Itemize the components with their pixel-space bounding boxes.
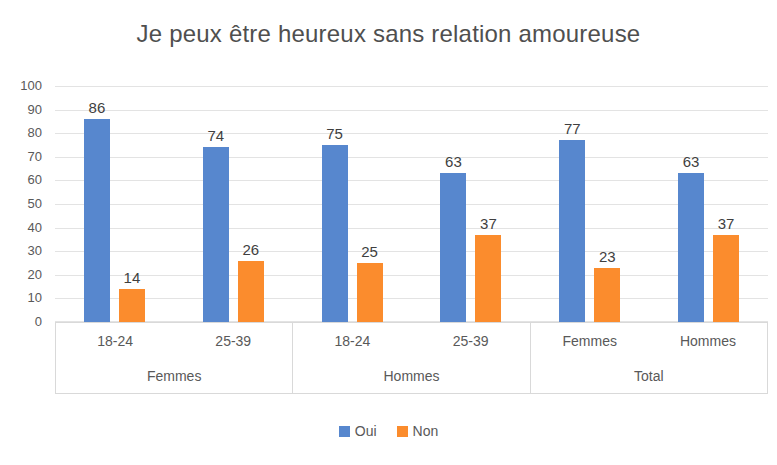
bar-oui <box>322 145 348 322</box>
axis-group-femmes: 18-2425-39 Femmes <box>56 323 293 393</box>
y-axis-tick-label: 10 <box>0 290 42 306</box>
bar-column: 74 <box>203 86 229 322</box>
y-axis-tick-label: 100 <box>0 78 42 94</box>
legend-label: Non <box>413 423 439 439</box>
group-label: Total <box>634 368 664 384</box>
value-label: 63 <box>445 153 462 170</box>
value-label: 25 <box>361 243 378 260</box>
bar-non <box>713 235 739 322</box>
bar-cluster: 77 23 <box>559 86 620 322</box>
value-label: 86 <box>89 99 106 116</box>
category-label: 18-24 <box>56 333 174 349</box>
group-label: Hommes <box>383 368 439 384</box>
y-axis: 1009080706050403020100 <box>0 86 46 322</box>
value-label: 37 <box>480 215 497 232</box>
bar-group-femmes: 86 14 74 26 <box>55 86 293 322</box>
category-label: 18-24 <box>293 333 411 349</box>
group-label: Femmes <box>147 368 201 384</box>
bar-cluster: 86 14 <box>84 86 145 322</box>
subcategory-row: 18-2425-39 <box>293 323 529 358</box>
bar-column: 25 <box>357 86 383 322</box>
chart-canvas: Je peux être heureux sans relation amour… <box>0 0 777 465</box>
bar-non <box>594 268 620 322</box>
legend-label: Oui <box>355 423 377 439</box>
bar-column: 37 <box>713 86 739 322</box>
legend-item: Non <box>397 423 439 439</box>
bar-non <box>357 263 383 322</box>
category-axis: 18-2425-39Femmes18-2425-39HommesFemmesHo… <box>55 322 768 394</box>
value-label: 14 <box>124 269 141 286</box>
bar-groups: 86 14 74 26 75 25 63 37 77 23 63 37 <box>55 86 768 322</box>
y-axis-tick-label: 20 <box>0 267 42 283</box>
group-label-row: Hommes <box>293 358 529 393</box>
y-axis-tick-label: 70 <box>0 149 42 165</box>
bar-cluster: 75 25 <box>322 86 383 322</box>
category-label: Hommes <box>649 333 767 349</box>
subcategory-row: 18-2425-39 <box>56 323 292 358</box>
value-label: 77 <box>564 120 581 137</box>
legend-item: Oui <box>339 423 377 439</box>
value-label: 63 <box>683 153 700 170</box>
value-label: 37 <box>718 215 735 232</box>
bar-oui <box>440 173 466 322</box>
category-label: 25-39 <box>412 333 530 349</box>
bar-group-hommes: 75 25 63 37 <box>293 86 531 322</box>
bar-non <box>475 235 501 322</box>
category-label: 25-39 <box>174 333 292 349</box>
y-axis-tick-label: 90 <box>0 102 42 118</box>
group-label-row: Total <box>531 358 767 393</box>
bar-oui <box>203 147 229 322</box>
bar-column: 86 <box>84 86 110 322</box>
bar-cluster: 63 37 <box>440 86 501 322</box>
bar-group-total: 77 23 63 37 <box>530 86 768 322</box>
bar-column: 77 <box>559 86 585 322</box>
bar-column: 14 <box>119 86 145 322</box>
legend-swatch-oui <box>339 426 350 437</box>
bar-oui <box>559 140 585 322</box>
bar-cluster: 63 37 <box>678 86 739 322</box>
subcategory-row: FemmesHommes <box>531 323 767 358</box>
bar-column: 63 <box>440 86 466 322</box>
value-label: 75 <box>326 125 343 142</box>
axis-group-hommes: 18-2425-39 Hommes <box>293 323 530 393</box>
plot-area: 86 14 74 26 75 25 63 37 77 23 63 37 <box>55 86 768 322</box>
chart-title: Je peux être heureux sans relation amour… <box>0 20 777 48</box>
y-axis-tick-label: 40 <box>0 220 42 236</box>
bar-oui <box>84 119 110 322</box>
axis-group-total: FemmesHommes Total <box>531 323 768 393</box>
category-label: Femmes <box>531 333 649 349</box>
value-label: 74 <box>207 127 224 144</box>
value-label: 26 <box>242 241 259 258</box>
bar-non <box>119 289 145 322</box>
y-axis-tick-label: 80 <box>0 125 42 141</box>
y-axis-tick-label: 50 <box>0 196 42 212</box>
bar-non <box>238 261 264 322</box>
bar-oui <box>678 173 704 322</box>
y-axis-tick-label: 60 <box>0 172 42 188</box>
group-label-row: Femmes <box>56 358 292 393</box>
legend-swatch-non <box>397 426 408 437</box>
bar-column: 23 <box>594 86 620 322</box>
y-axis-tick-label: 0 <box>0 314 42 330</box>
bar-column: 37 <box>475 86 501 322</box>
bar-column: 63 <box>678 86 704 322</box>
y-axis-tick-label: 30 <box>0 243 42 259</box>
bar-cluster: 74 26 <box>203 86 264 322</box>
bar-column: 26 <box>238 86 264 322</box>
bar-column: 75 <box>322 86 348 322</box>
legend: Oui Non <box>0 420 777 442</box>
value-label: 23 <box>599 248 616 265</box>
